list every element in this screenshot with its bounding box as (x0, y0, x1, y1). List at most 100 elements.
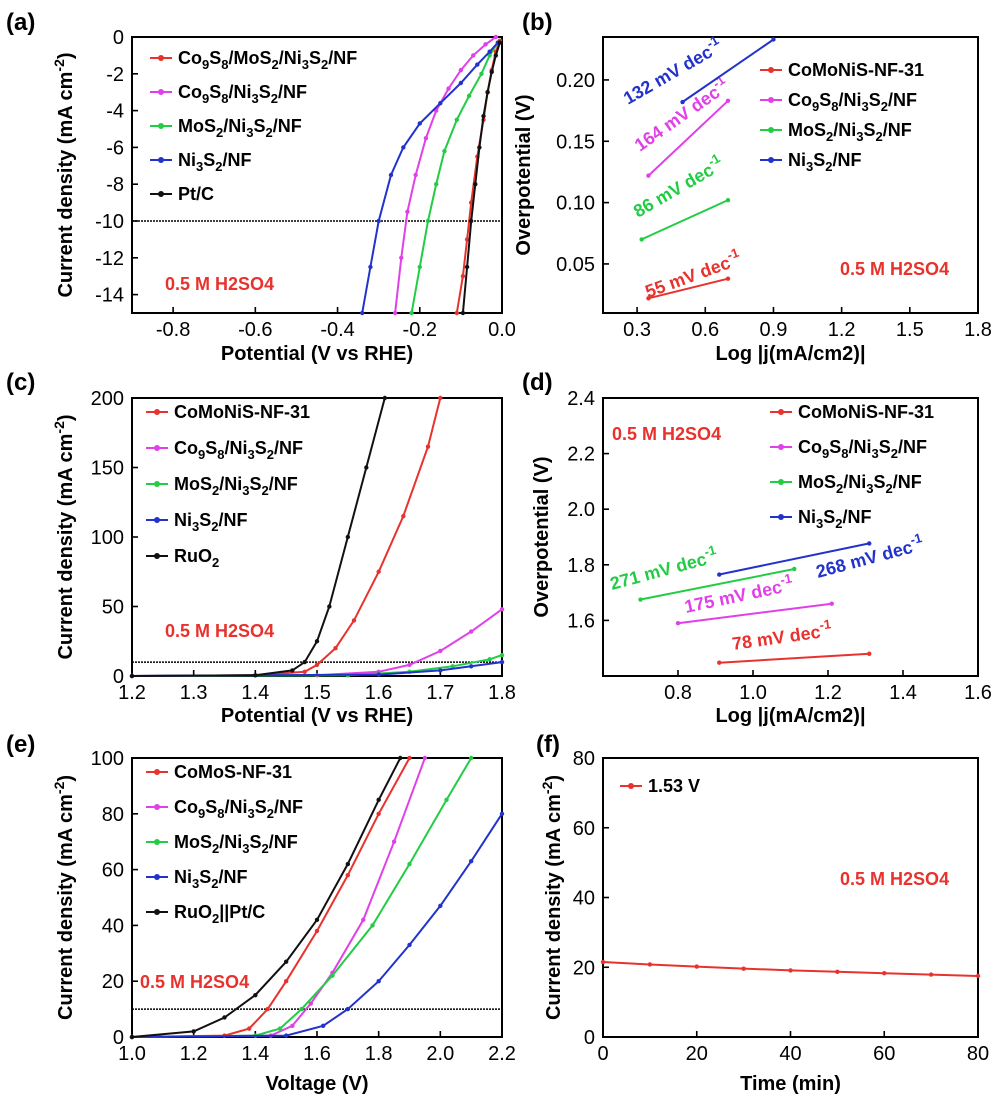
data-point (675, 620, 681, 626)
chart-panel-2: (b) 0.3 0.6 0.9 1.2 1.5 1.8 0.05 0.10 0.15 0.20 Log… (513, 9, 992, 365)
x-axis-title: Log |j(mA/cm2)| (715, 705, 865, 727)
y-tick-label: 150 (91, 458, 124, 480)
series-line (648, 277, 729, 300)
data-point (345, 1006, 351, 1012)
x-tick-label: -0.6 (238, 319, 272, 341)
data-point (376, 811, 381, 816)
legend-label: RuO2||Pt/C (174, 902, 265, 926)
panel-label: (f) (536, 731, 560, 758)
data-point (320, 1023, 326, 1029)
x-tick-label: 80 (967, 1043, 989, 1065)
data-point (407, 942, 412, 948)
data-point (405, 209, 410, 214)
legend-label: Co9S8/Ni3S2/NF (178, 82, 307, 106)
data-point (376, 672, 381, 677)
data-point (646, 296, 651, 301)
data-point (473, 182, 478, 187)
series-line (394, 36, 497, 314)
data-point (314, 917, 320, 923)
data-point (471, 53, 476, 58)
data-point (867, 651, 872, 656)
y-tick-label: 0 (113, 1027, 124, 1049)
legend-label: MoS2/Ni3S2/NF (178, 116, 302, 140)
condition-annotation: 0.5 M H2SO4 (840, 869, 949, 889)
data-point (283, 979, 289, 984)
data-point (438, 903, 443, 909)
legend-label: MoS2/Ni3S2/NF (174, 474, 298, 498)
legend-marker (158, 55, 164, 61)
y-tick-label: 80 (573, 748, 595, 770)
y-axis-title: Current density (mA cm-2) (51, 414, 77, 659)
legend-marker (778, 444, 784, 450)
y-tick-label: 0 (113, 27, 124, 49)
condition-annotation: 0.5 M H2SO4 (165, 274, 274, 294)
data-point (485, 90, 490, 95)
chart-panel-4: (d) 0.8 1.0 1.2 1.4 1.6 1.6 1.8 2.0 2.2 2.4 Log |j(… (522, 369, 992, 727)
x-axis-title: Voltage (V) (266, 1073, 369, 1095)
data-point (360, 310, 365, 316)
y-tick-label: 2.0 (567, 499, 595, 521)
x-tick-label: 0 (597, 1043, 608, 1065)
data-point (370, 923, 375, 928)
data-point (717, 660, 722, 665)
data-point (364, 465, 369, 470)
y-tick-label: 0.10 (556, 193, 595, 215)
data-point (407, 662, 412, 668)
data-point (680, 99, 685, 105)
condition-annotation: 0.5 M H2SO4 (612, 424, 721, 444)
y-tick-label: 40 (573, 888, 595, 910)
legend-marker (778, 409, 784, 415)
y-tick-label: 100 (91, 748, 124, 770)
legend-label: MoS2/Ni3S2/NF (798, 472, 922, 496)
condition-annotation: 0.5 M H2SO4 (840, 259, 949, 279)
data-point (646, 173, 651, 178)
legend-marker (154, 909, 160, 915)
data-point (345, 534, 351, 540)
data-point (417, 121, 422, 126)
data-point (499, 607, 505, 612)
data-point (458, 80, 464, 86)
data-point (483, 42, 488, 47)
slope-label: 86 mV dec-1 (628, 150, 727, 221)
y-tick-label: 2.2 (567, 444, 595, 466)
legend-label: Ni3S2/NF (174, 510, 247, 534)
data-point (464, 264, 470, 270)
data-point (222, 1015, 227, 1020)
legend-marker (154, 481, 160, 487)
data-point (401, 513, 406, 519)
legend-marker (158, 89, 164, 95)
x-tick-label: 1.3 (180, 682, 208, 704)
data-point (314, 639, 320, 644)
legend-label: CoMoS-NF-31 (174, 762, 292, 782)
data-point (647, 962, 653, 967)
legend-marker (154, 409, 160, 415)
panel-label: (d) (522, 369, 553, 396)
y-tick-label: -10 (95, 211, 124, 233)
y-tick-label: 80 (102, 804, 124, 826)
data-point (499, 652, 505, 658)
series-line (131, 397, 442, 677)
legend-label: 1.53 V (648, 776, 700, 796)
x-tick-label: 40 (779, 1043, 801, 1065)
legend-label: MoS2/Ni3S2/NF (788, 120, 912, 144)
data-point (388, 172, 394, 178)
data-point (497, 40, 503, 45)
data-point (401, 145, 406, 150)
x-tick-label: 1.5 (896, 319, 924, 341)
data-point (489, 69, 494, 75)
y-tick-label: -8 (106, 174, 124, 196)
x-axis-title: Potential (V vs RHE) (221, 705, 413, 727)
data-point (129, 1034, 135, 1040)
y-tick-label: 20 (573, 957, 595, 979)
data-point (487, 657, 492, 662)
y-tick-label: 0.15 (556, 131, 595, 153)
data-point (460, 310, 466, 316)
data-point (454, 117, 459, 123)
data-point (638, 597, 643, 602)
legend-marker (768, 127, 774, 133)
legend-marker (154, 804, 160, 810)
slope-label: 78 mV dec-1 (730, 616, 833, 654)
data-point (458, 67, 464, 73)
x-tick-label: 0.8 (664, 682, 692, 704)
